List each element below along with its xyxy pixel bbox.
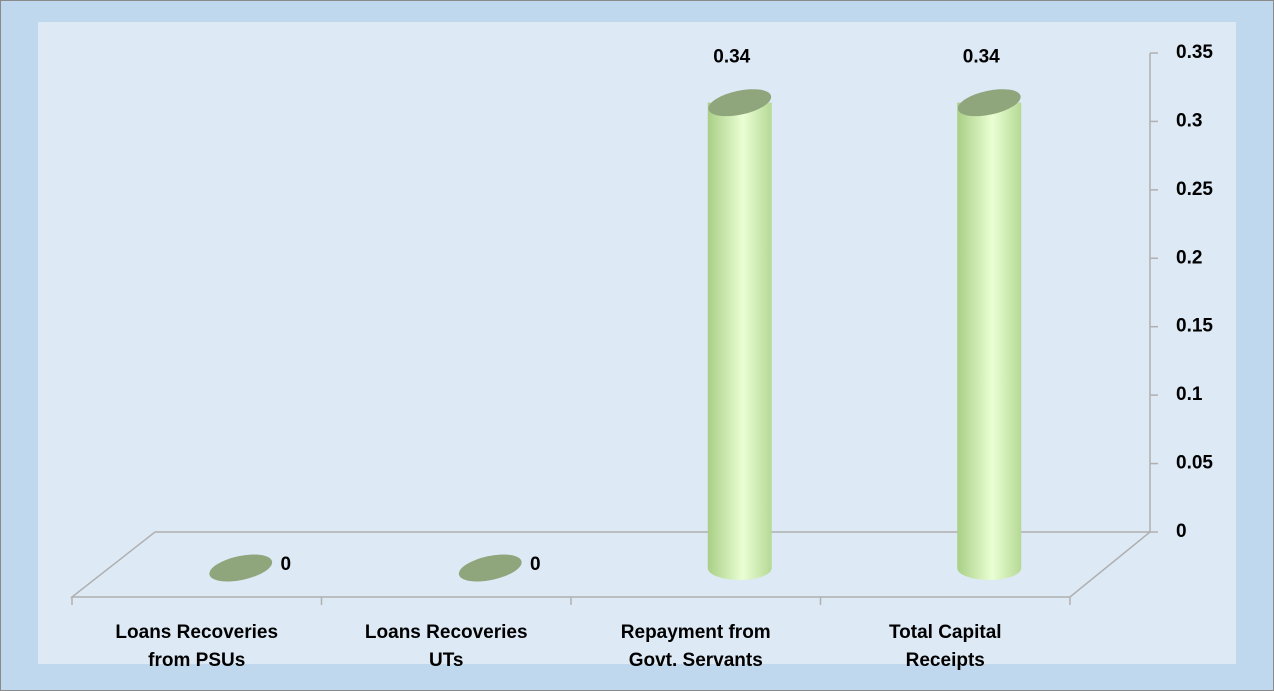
bar xyxy=(957,89,1022,580)
y-tick-label: 0.3 xyxy=(1176,110,1202,131)
bar xyxy=(707,89,772,580)
bar xyxy=(458,554,522,582)
y-tick-label: 0.15 xyxy=(1176,316,1213,337)
bar-top xyxy=(458,554,522,582)
y-tick-label: 0.25 xyxy=(1176,179,1213,200)
bar-top xyxy=(209,554,273,582)
x-tick-label: Loans Recoveries UTs xyxy=(364,622,528,671)
value-label: 0.34 xyxy=(963,47,1000,68)
y-tick-label: 0.1 xyxy=(1176,384,1203,405)
y-tick-label: 0.35 xyxy=(1176,42,1213,63)
value-label: 0.34 xyxy=(713,47,750,68)
bar-top xyxy=(708,89,772,117)
value-label: 0 xyxy=(280,554,291,575)
bar-body xyxy=(707,102,772,580)
y-tick-label: 0.05 xyxy=(1176,453,1213,474)
bar xyxy=(209,554,273,582)
bar-top xyxy=(957,89,1021,117)
x-tick-label: Repayment from Govt. Servants xyxy=(620,622,771,671)
y-tick-label: 0 xyxy=(1176,521,1187,542)
value-label: 0 xyxy=(530,554,541,575)
bar-body xyxy=(957,102,1022,580)
x-tick-label: Loans Recoveries from PSUs xyxy=(115,622,279,671)
y-tick-label: 0.2 xyxy=(1176,247,1202,268)
x-tick-label: Total Capital Receipts xyxy=(888,622,1002,671)
